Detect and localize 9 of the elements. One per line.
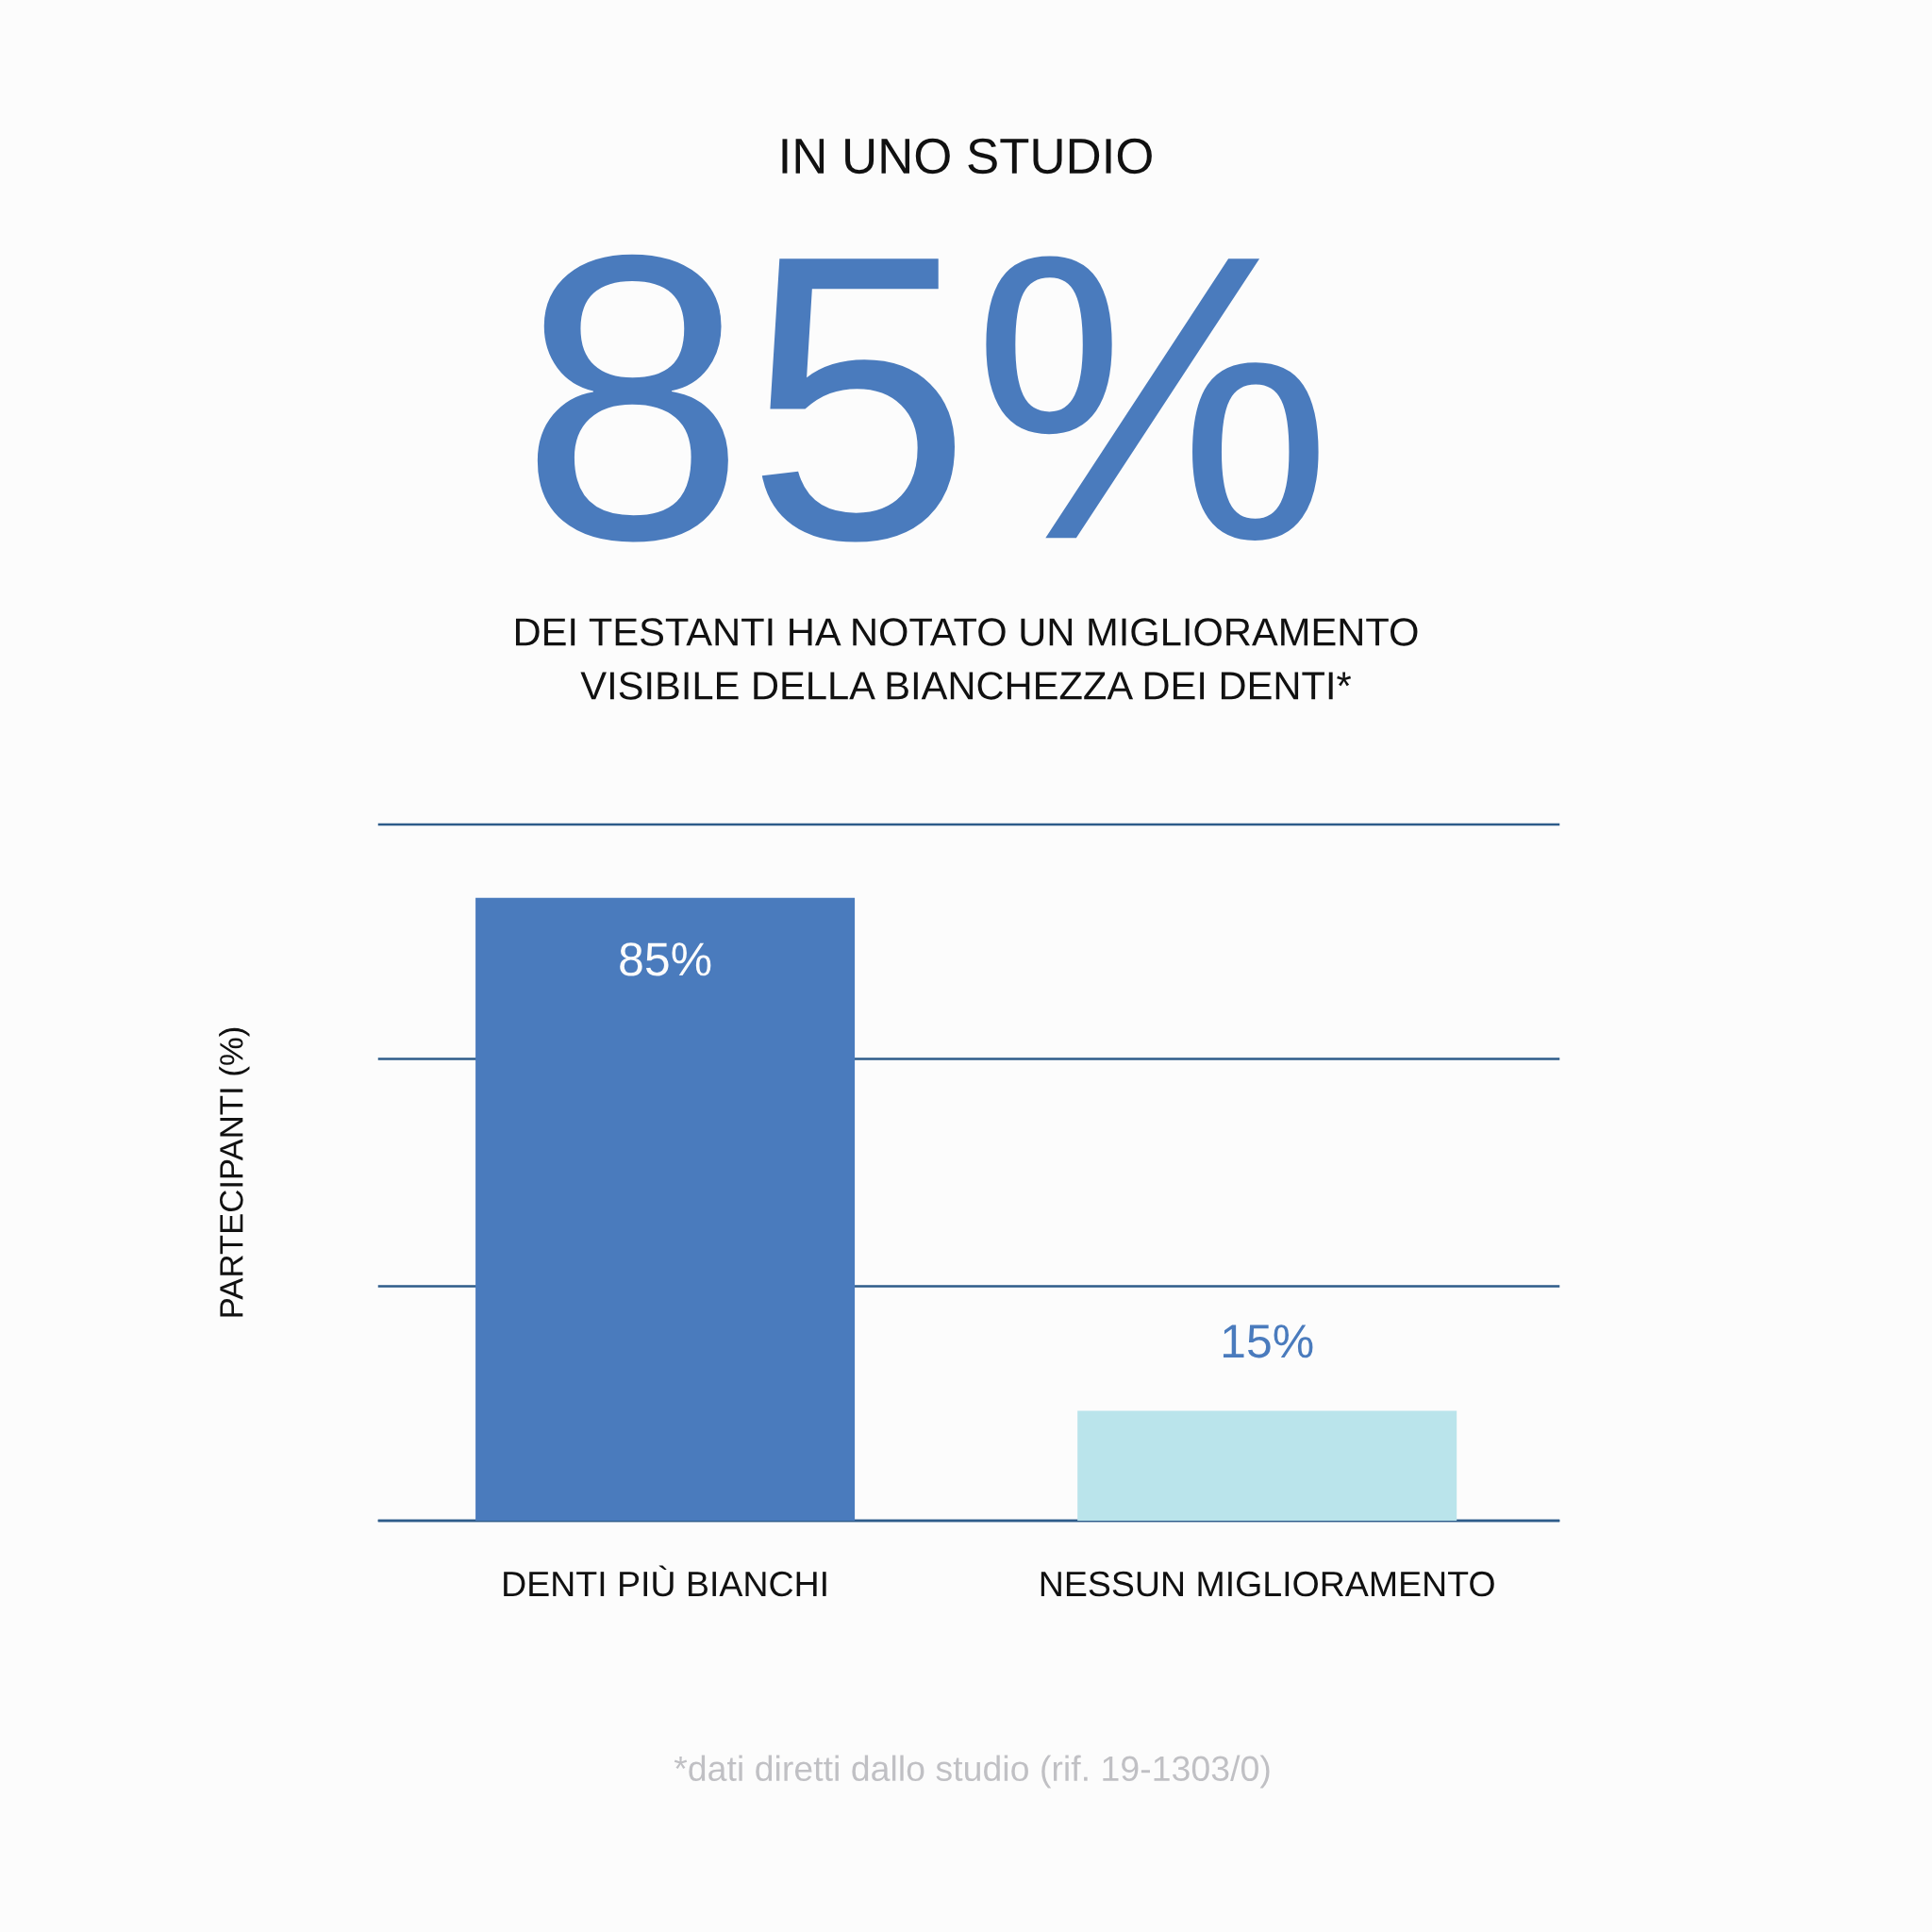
text: *dati diretti dallo studio (rif. 19-1303/0) xyxy=(674,1755,1270,1789)
data-label: 85% xyxy=(620,942,711,976)
chart-subtitle: DEI TESTANTI HA NOTATO UN MIGLIORAMENTO VISIBILE DELLA BIANCHEZZA DEI DENTI* xyxy=(515,618,1418,700)
x-tick-label: DENTI PIÙ BIANCHI xyxy=(504,1565,826,1597)
chart-title: IN UNO STUDIO xyxy=(782,138,1152,175)
y-axis-title: PARTECIPANTI (%) xyxy=(219,1027,250,1317)
x-tick-label: NESSUN MIGLIORAMENTO xyxy=(1041,1571,1494,1597)
data-label: 15% xyxy=(1223,1324,1313,1358)
text: 85% xyxy=(537,254,1319,542)
